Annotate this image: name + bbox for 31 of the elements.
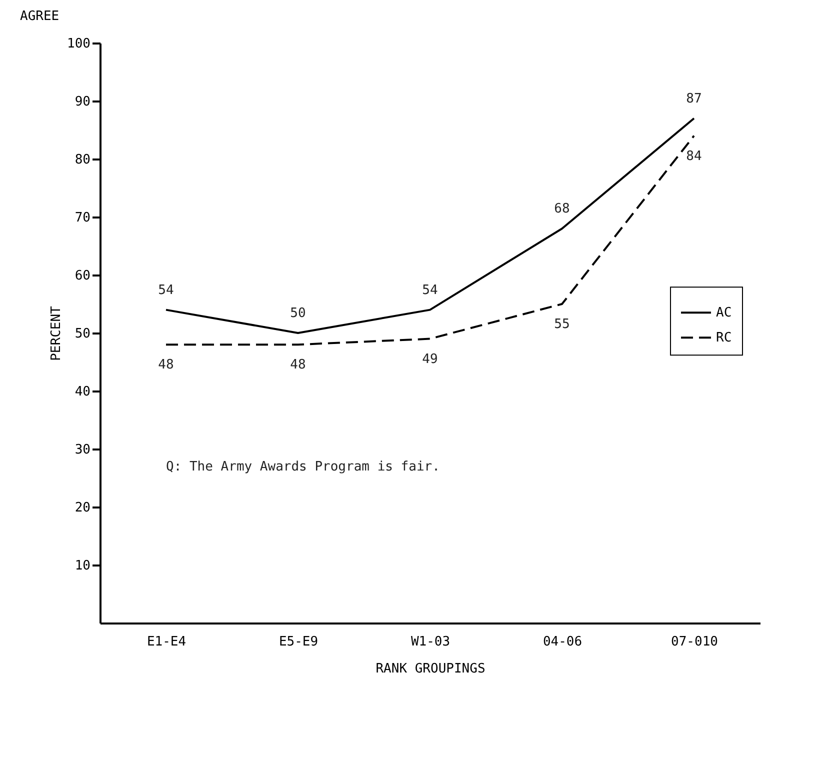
y-tick-label: 30 <box>74 442 90 458</box>
y-tick-label: 50 <box>74 326 90 342</box>
y-tick-label: 40 <box>74 384 90 400</box>
x-tick-label: 07-010 <box>671 634 718 650</box>
data-label: 48 <box>158 358 174 373</box>
y-tick-label: 80 <box>74 152 90 168</box>
data-label: 54 <box>422 282 438 298</box>
legend-label: RC <box>716 330 732 346</box>
data-label: 54 <box>158 282 174 298</box>
data-label: 48 <box>290 358 306 373</box>
y-tick-label: 90 <box>74 94 90 110</box>
data-label: 50 <box>290 306 306 321</box>
y-axis-title: PERCENT <box>49 306 64 361</box>
x-tick-label: E1-E4 <box>146 634 186 650</box>
y-tick-label: 100 <box>67 36 90 52</box>
data-label: 55 <box>554 317 570 332</box>
y-tick-label: 60 <box>74 268 90 284</box>
x-tick-label: 04-06 <box>542 634 582 650</box>
y-tick-label: 20 <box>74 500 90 516</box>
x-tick-label: E5-E9 <box>278 634 318 650</box>
annotation: Q: The Army Awards Program is fair. <box>166 459 440 474</box>
x-axis-title: RANK GROUPINGS <box>376 662 486 676</box>
legend-label: AC <box>716 306 732 321</box>
y-tick-label: 10 <box>74 558 90 574</box>
chart-title: AGREE <box>20 9 60 24</box>
data-label: 87 <box>686 91 702 106</box>
data-label: 68 <box>554 202 570 217</box>
x-tick-label: W1-03 <box>410 634 450 650</box>
data-label: 84 <box>686 148 702 164</box>
data-label: 49 <box>422 352 438 367</box>
y-tick-label: 70 <box>74 210 90 226</box>
